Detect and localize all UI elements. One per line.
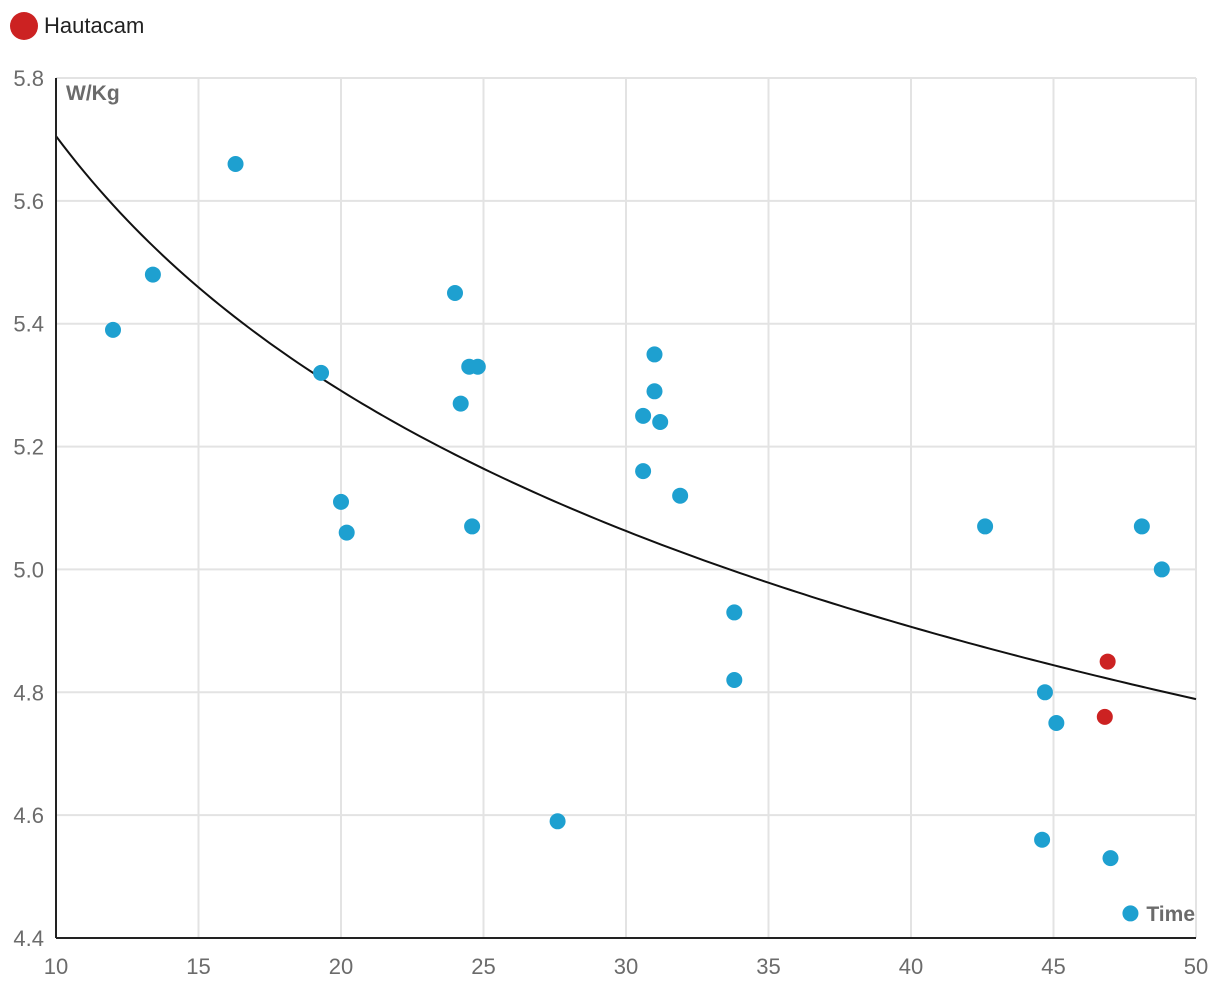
data-point	[333, 493, 349, 510]
data-point	[313, 364, 330, 381]
trendline	[55, 135, 1197, 701]
data-point	[635, 463, 652, 480]
tick-labels: 10 15 20 25 30 35 40 45 50 5.8 5.6 5.4 5.2 5.0 4.8 4.6 4…	[13, 66, 1208, 979]
x-axis-title: Time	[1146, 903, 1195, 926]
y-tick-label: 4.8	[13, 680, 44, 705]
data-point	[1102, 850, 1119, 867]
data-point-hautacam	[1099, 653, 1116, 670]
data-point	[447, 285, 463, 301]
legend-marker-hautacam	[10, 12, 38, 40]
x-tick-label: 45	[1041, 954, 1065, 979]
data-point	[144, 266, 161, 283]
legend: Hautacam	[10, 12, 144, 40]
x-tick-label: 20	[329, 954, 353, 979]
data-point	[464, 518, 481, 535]
x-tick-label: 15	[186, 954, 210, 979]
data-point	[1133, 518, 1150, 535]
data-point	[1153, 561, 1170, 578]
legend-label-hautacam: Hautacam	[44, 13, 145, 38]
y-tick-label: 5.4	[13, 312, 44, 337]
data-point	[105, 321, 121, 338]
data-point-hautacam	[1096, 708, 1113, 725]
data-point	[1034, 831, 1051, 848]
x-tick-label: 25	[471, 954, 495, 979]
grid	[56, 77, 1197, 938]
x-tick-label: 40	[899, 954, 923, 979]
y-tick-label: 5.6	[13, 189, 44, 214]
x-tick-label: 10	[44, 954, 68, 979]
data-point	[672, 487, 689, 504]
data-point	[1048, 715, 1065, 731]
data-point	[469, 358, 486, 375]
data-point	[1036, 684, 1053, 701]
data-point	[646, 383, 663, 400]
data-point	[977, 518, 994, 535]
y-tick-label: 5.8	[13, 66, 44, 91]
data-point	[726, 672, 743, 688]
x-tick-label: 35	[756, 954, 780, 979]
y-tick-label: 4.4	[13, 926, 44, 951]
data-point	[652, 414, 669, 430]
data-point	[549, 813, 566, 830]
data-point	[452, 395, 469, 412]
trendline-group	[55, 135, 1197, 701]
axes	[55, 78, 1196, 939]
y-tick-label: 4.6	[13, 803, 44, 828]
data-point	[646, 346, 663, 363]
data-point	[635, 407, 652, 424]
data-point	[227, 156, 244, 172]
data-point	[1122, 905, 1139, 922]
y-tick-label: 5.2	[13, 435, 44, 460]
y-tick-label: 5.0	[13, 557, 44, 582]
data-point	[338, 524, 355, 541]
y-axis-title: W/Kg	[66, 82, 120, 105]
x-tick-label: 50	[1184, 954, 1208, 979]
x-tick-label: 30	[614, 954, 638, 979]
data-point	[726, 604, 743, 621]
data-points	[105, 156, 1170, 922]
